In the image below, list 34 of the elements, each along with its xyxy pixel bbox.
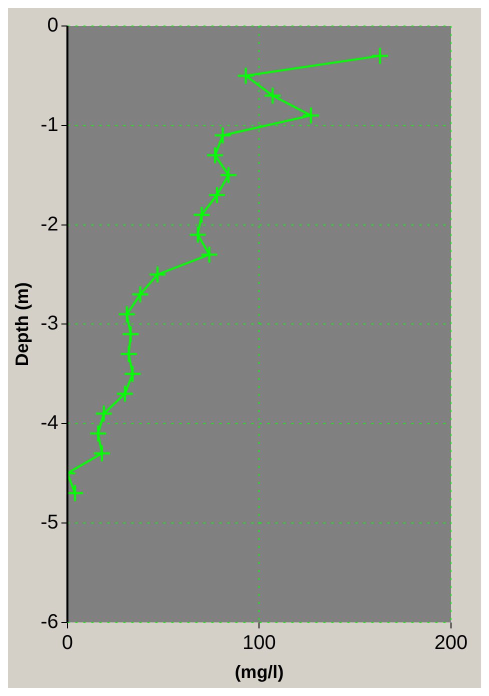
point [188,226,207,244]
x-tick-label: 100 [242,632,276,654]
point [124,364,142,383]
y-tick-label: -5 [40,512,58,534]
point [122,325,140,344]
y-tick-label: -1 [40,114,58,136]
y-axis-title: Depth (m) [12,282,32,366]
x-tick-label: 200 [434,632,468,654]
y-tick-label: -3 [40,312,58,335]
point [67,484,84,502]
point [200,246,218,264]
point [116,384,134,403]
y-tick-label: -2 [40,213,58,236]
y-tick-label: -4 [40,412,58,434]
point [94,404,113,423]
point [192,206,211,224]
point [92,444,111,462]
y-tick-label: -6 [40,610,58,633]
point [120,345,138,364]
point [131,285,150,304]
point [208,186,226,204]
point [89,424,108,443]
point [371,46,390,65]
point [118,305,136,324]
y-tick-label: 0 [47,14,58,37]
point [302,106,320,124]
point [214,126,232,144]
x-tick-label: 0 [62,632,73,654]
point [206,146,224,164]
point [236,66,255,85]
point [148,266,167,284]
x-axis-title: (mg/l) [234,662,284,682]
point [264,86,282,105]
point [220,166,238,184]
